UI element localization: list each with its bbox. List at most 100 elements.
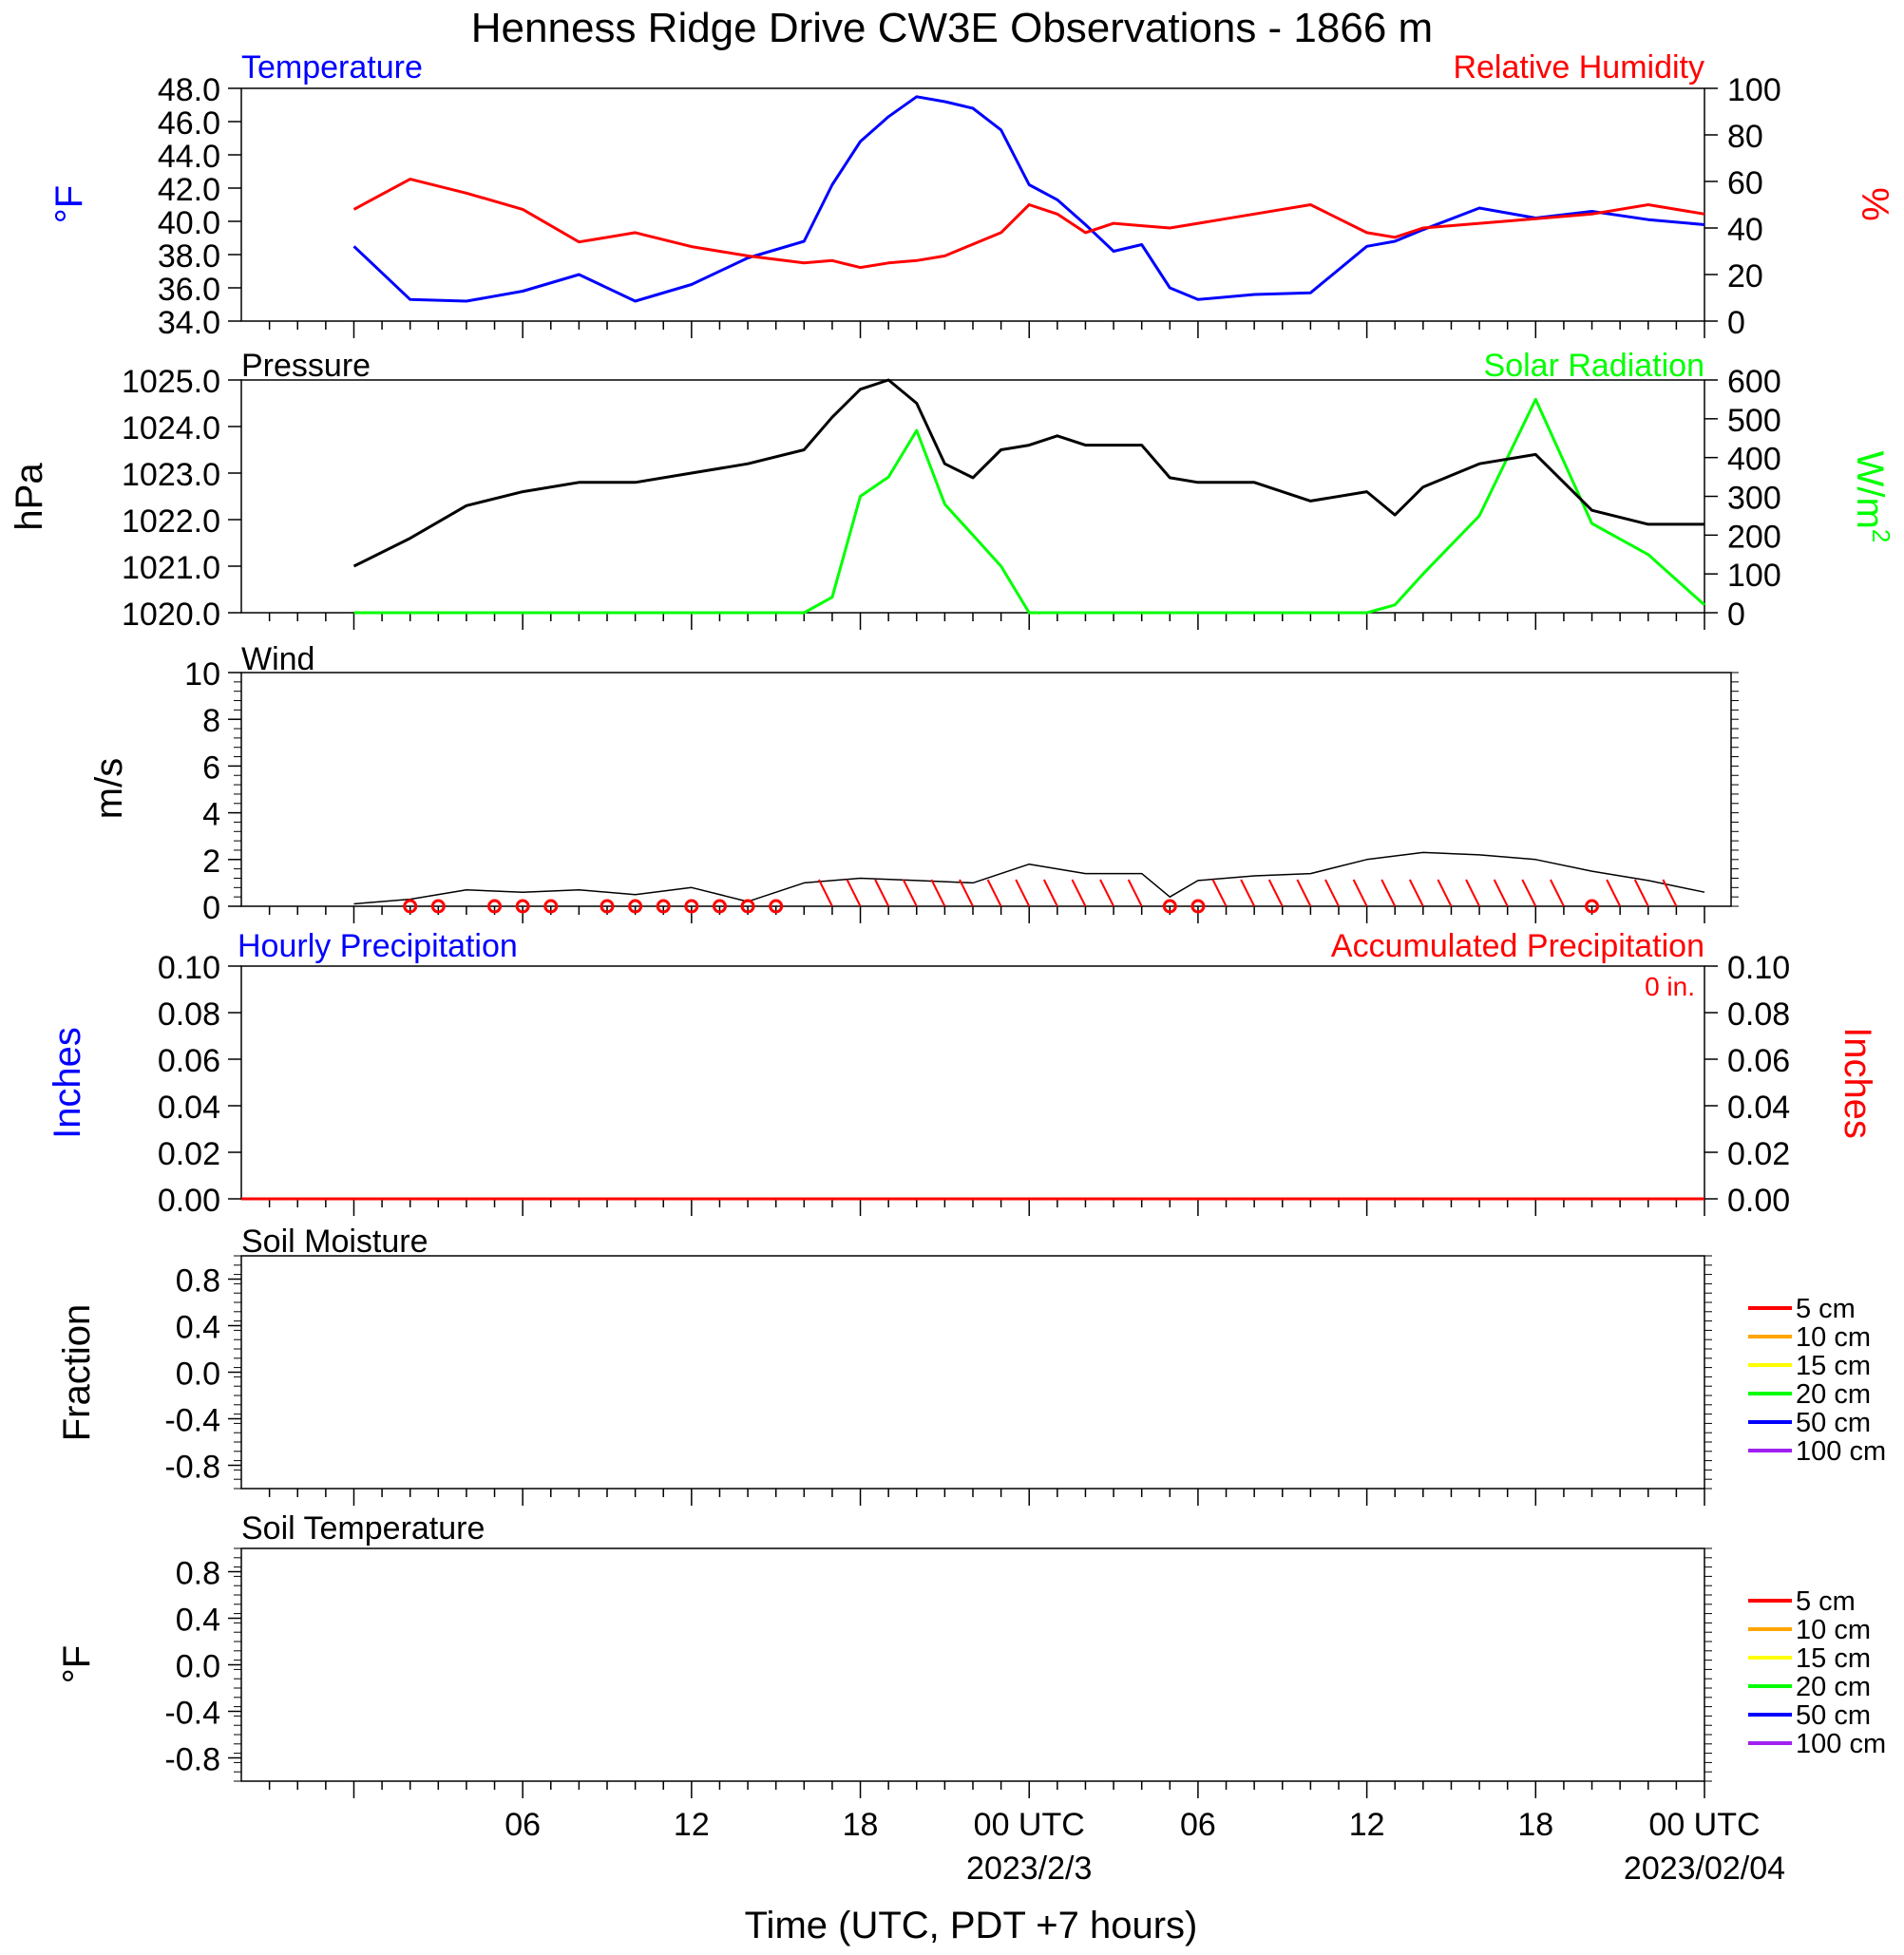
- panel-5-frame: [240, 1255, 1705, 1490]
- calm-wind-marker: [543, 899, 559, 914]
- wind-barb: [930, 879, 946, 907]
- calm-wind-marker: [712, 899, 727, 914]
- y-tick-label-left: 44.0: [158, 139, 220, 175]
- legend-label: 20 cm: [1796, 1672, 1871, 1702]
- wind-barb: [1211, 879, 1228, 907]
- calm-wind-marker: [1585, 899, 1600, 914]
- panel-2-ylabel-right-sup: 2: [1867, 529, 1895, 542]
- y-tick-label-left: 40.0: [158, 205, 220, 241]
- legend-label: 15 cm: [1796, 1643, 1871, 1674]
- legend-label: 15 cm: [1796, 1351, 1871, 1381]
- x-tick-date: 2023/02/04: [1624, 1851, 1785, 1887]
- panel-4-ticks: 0.00 0.02 0.04 0.06 0.08 0.10 0.00 0.02 0.04 0.06…: [158, 950, 1790, 1219]
- x-tick-label: 06: [1180, 1807, 1216, 1843]
- pressure-line: [352, 378, 1704, 568]
- panel-temperature-humidity: Temperature Relative Humidity °F % 34.03…: [48, 49, 1895, 341]
- wind-barb: [1240, 879, 1256, 907]
- wind-barb: [1071, 879, 1087, 907]
- y-tick-label-right: 0: [1727, 305, 1745, 341]
- y-tick-label-right: 0.08: [1727, 996, 1790, 1033]
- y-tick-label-right: 20: [1727, 258, 1763, 294]
- panel-2-title-left: Pressure: [241, 348, 371, 384]
- panel-2-ylabel-left: hPa: [9, 463, 50, 531]
- y-tick-label-left: -0.8: [164, 1450, 220, 1486]
- y-tick-label-left: 1020.0: [122, 597, 220, 633]
- wind-barb: [818, 879, 833, 907]
- y-tick-label-left: 1023.0: [122, 457, 220, 493]
- wind-barb: [1550, 879, 1565, 907]
- panel-3-title: Wind: [241, 641, 314, 677]
- y-tick-label-left: 0.10: [158, 950, 220, 986]
- calm-wind-marker: [769, 899, 784, 914]
- y-tick-label-right: 200: [1727, 519, 1781, 555]
- panel-1-title-right: Relative Humidity: [1453, 49, 1704, 85]
- y-tick-label-right: 0.02: [1727, 1136, 1790, 1172]
- panel-2-ylabel-right: W/m2: [1849, 451, 1895, 543]
- wind-barb: [959, 879, 974, 907]
- calm-wind-marker: [430, 899, 446, 914]
- x-axis-title: Time (UTC, PDT +7 hours): [745, 1905, 1198, 1946]
- wind-barb: [1606, 879, 1622, 907]
- x-tick-label: 12: [1349, 1807, 1385, 1843]
- y-tick-label-left: 6: [202, 750, 220, 786]
- y-tick-label-left: 0.06: [158, 1043, 220, 1079]
- y-tick-label-left: 10: [184, 656, 220, 693]
- y-tick-label-left: 0.8: [176, 1556, 220, 1592]
- x-tick-label: 18: [843, 1807, 879, 1843]
- y-tick-label-left: 0.04: [158, 1090, 220, 1126]
- wind-barb: [1267, 879, 1284, 907]
- y-tick-label-left: 1024.0: [122, 410, 220, 446]
- y-tick-label-right: 100: [1727, 558, 1781, 594]
- x-tick-label: 18: [1517, 1807, 1553, 1843]
- y-tick-label-right: 300: [1727, 481, 1781, 517]
- y-tick-label-right: 40: [1727, 212, 1763, 248]
- panel-6-ticks: -0.8 -0.4 0.0 0.4 0.8: [164, 1547, 1712, 1798]
- y-tick-label-left: 0.0: [176, 1357, 220, 1393]
- panel-6-title: Soil Temperature: [241, 1510, 485, 1547]
- y-tick-label-left: 34.0: [158, 305, 220, 341]
- calm-wind-marker: [1190, 899, 1206, 914]
- y-tick-label-left: 0.02: [158, 1136, 220, 1172]
- y-tick-label-left: 1022.0: [122, 503, 220, 540]
- panel-3-frame: [240, 672, 1732, 907]
- wind-barb: [902, 879, 918, 907]
- x-tick-label: 12: [674, 1807, 710, 1843]
- y-tick-label-right: 0: [1727, 597, 1745, 633]
- legend-label: 50 cm: [1796, 1408, 1871, 1438]
- wind-barb: [986, 879, 1002, 907]
- panel-3-ylabel: m/s: [88, 758, 130, 819]
- panel-2-frame: [240, 379, 1705, 614]
- wind-barb: [1465, 879, 1480, 907]
- y-tick-label-left: 1025.0: [122, 364, 220, 400]
- wind-barb: [1296, 879, 1312, 907]
- time-axis-labels: 06 12 18 00 UTC 2023/2/3 06 12 18 00 UTC 2023/02/…: [505, 1807, 1785, 1887]
- y-tick-label-left: 38.0: [158, 238, 220, 275]
- y-tick-label-right: 400: [1727, 442, 1781, 478]
- calm-wind-marker: [1162, 899, 1177, 914]
- y-tick-label-right: 0.04: [1727, 1090, 1790, 1126]
- panel-6-frame: [240, 1547, 1705, 1782]
- y-tick-label-left: 42.0: [158, 172, 220, 208]
- panel-wind: Wind m/s 0 2 4 6 8 10: [88, 641, 1739, 926]
- y-tick-label-left: 36.0: [158, 272, 220, 308]
- legend-label: 100 cm: [1796, 1436, 1886, 1467]
- legend-label: 20 cm: [1796, 1379, 1871, 1410]
- wind-barb: [1380, 879, 1397, 907]
- y-tick-label-left: 1021.0: [122, 550, 220, 586]
- calm-wind-marker: [600, 899, 615, 914]
- panel-4-title-right: Accumulated Precipitation: [1331, 928, 1704, 964]
- panel-1-ylabel-left: °F: [48, 185, 90, 223]
- panel-1-series: [352, 95, 1705, 303]
- y-tick-label-left: 0.08: [158, 996, 220, 1033]
- y-tick-label-right: 100: [1727, 72, 1781, 108]
- panel-2-ticks: 1020.0 1021.0 1022.0 1023.0 1024.0 1025.0 0100…: [122, 364, 1781, 633]
- y-tick-label-left: 0: [202, 890, 220, 926]
- y-tick-label-left: 2: [202, 844, 220, 880]
- wind-barb: [1127, 879, 1143, 907]
- y-tick-label-left: -0.4: [164, 1696, 220, 1732]
- panel-2-ylabel-right-base: W/m: [1849, 451, 1891, 529]
- y-tick-label-right: 60: [1727, 165, 1763, 201]
- wind-barb: [1521, 879, 1537, 907]
